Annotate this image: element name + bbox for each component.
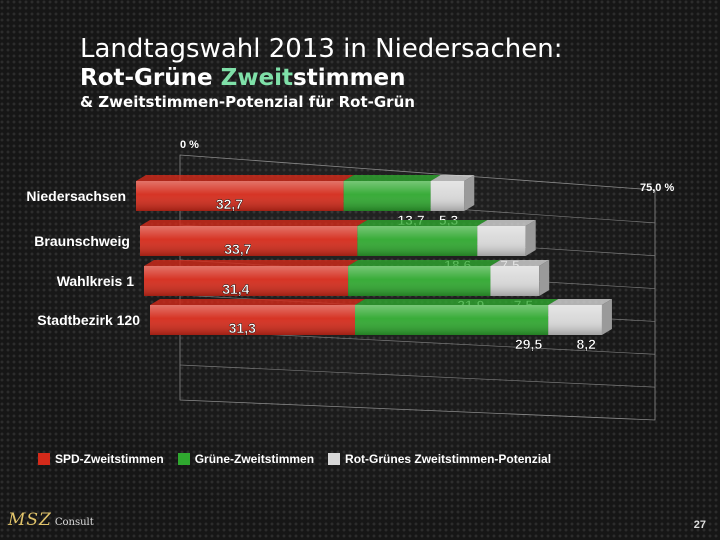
legend-swatch-potenzial <box>328 453 341 465</box>
bar-top-face <box>430 175 475 181</box>
subtitle-suffix: stimmen <box>293 65 406 91</box>
page-subtitle: Rot-Grüne Zweitstimmen <box>80 64 563 92</box>
bar-top-face <box>355 299 559 305</box>
bar-segment-shade <box>490 266 540 296</box>
category-label: Wahlkreis 1 <box>57 273 135 289</box>
bar-segment-shade <box>355 305 549 335</box>
subtitle-prefix: Rot-Grüne <box>80 65 221 91</box>
bar-segment-shade <box>150 305 356 335</box>
value-label: 29,5 <box>515 336 542 352</box>
logo-mark: MSZ <box>8 510 52 530</box>
bar-top-face <box>140 220 368 226</box>
bar-segment-shade <box>430 181 465 211</box>
axis-min-label: 0 % <box>180 139 199 151</box>
bar-end-cap <box>539 260 550 296</box>
value-label: 8,2 <box>576 336 596 352</box>
bar-top-face <box>343 175 441 181</box>
bar-top-face <box>136 175 354 181</box>
value-label: 31,3 <box>229 320 256 336</box>
legend-item-gruene: Grüne-Zweitstimmen <box>177 452 315 466</box>
category-label: Braunschweig <box>34 233 130 249</box>
category-label: Niedersachsen <box>26 188 126 204</box>
bar-end-cap <box>601 299 612 335</box>
value-label: 31,4 <box>222 281 249 297</box>
value-label: 32,7 <box>216 196 243 212</box>
legend-label-gruene: Grüne-Zweitstimmen <box>194 452 315 466</box>
page-caption: & Zweitstimmen-Potenzial für Rot-Grün <box>80 93 415 111</box>
legend-item-potenzial: Rot-Grünes Zweitstimmen-Potenzial <box>328 452 551 466</box>
legend-label-spd: SPD-Zweitstimmen <box>55 452 164 466</box>
bar-top-face <box>150 299 366 305</box>
page-title: Landtagswahl 2013 in Niedersachen: <box>80 34 563 64</box>
bar-segment-shade <box>343 181 431 211</box>
bar-segment-shade <box>136 181 344 211</box>
bar-end-cap <box>525 220 536 256</box>
bar-top-face <box>357 220 488 226</box>
logo: MSZ Consult <box>8 510 94 530</box>
bar-top-face <box>490 260 550 266</box>
bar-top-face <box>548 299 612 305</box>
page-number: 27 <box>693 519 706 531</box>
bar-top-face <box>477 220 536 226</box>
title-block: Landtagswahl 2013 in Niedersachen: Rot-G… <box>80 34 563 112</box>
bar-top-face <box>348 260 501 266</box>
value-label: 33,7 <box>224 241 251 257</box>
legend-swatch-spd <box>38 453 50 465</box>
bar-segment-shade <box>140 226 358 256</box>
axis-max-label: 75,0 % <box>640 182 674 194</box>
grid-line <box>179 364 656 388</box>
legend: SPD-Zweitstimmen Grüne-Zweitstimmen Rot-… <box>38 452 565 466</box>
legend-item-spd: SPD-Zweitstimmen <box>38 452 164 466</box>
category-label: Stadtbezirk 120 <box>37 312 140 328</box>
bar-top-face <box>144 260 359 266</box>
bar-segment-shade <box>348 266 491 296</box>
bar-end-cap <box>464 175 475 211</box>
legend-swatch-gruene <box>177 453 190 465</box>
legend-label-potenzial: Rot-Grünes Zweitstimmen-Potenzial <box>345 452 552 466</box>
subtitle-accent: Zweit <box>220 65 294 91</box>
logo-text: Consult <box>54 517 94 528</box>
bars-layer: Niedersachsen32,713,75,3Braunschweig33,7… <box>26 175 612 352</box>
bar-segment-shade <box>144 266 349 296</box>
bar-segment-shade <box>548 305 602 335</box>
bar-segment-shade <box>357 226 478 256</box>
bar-segment-shade <box>477 226 526 256</box>
